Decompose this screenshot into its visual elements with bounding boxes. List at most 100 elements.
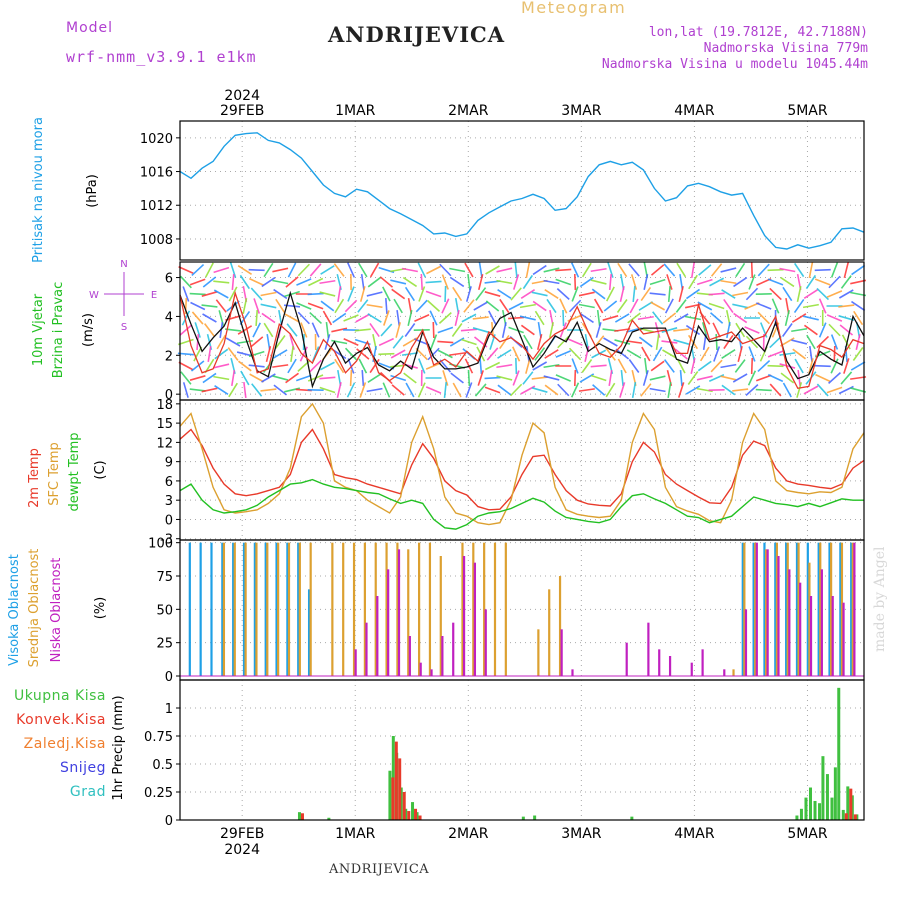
precip-bar [418, 815, 422, 820]
wind-arrow [546, 298, 557, 314]
wind-arrow [366, 291, 383, 297]
wind-arrow [838, 289, 854, 299]
wind-arrow [532, 361, 548, 371]
wind-arrow [710, 359, 723, 373]
wind-arrow [333, 263, 345, 277]
wind-arrow [555, 268, 572, 272]
wind-arrow [284, 313, 300, 323]
wind-arrow [794, 262, 805, 278]
wind-arrow [261, 276, 276, 288]
wind-arrow [556, 288, 570, 300]
y-tick-label: 0 [165, 670, 173, 685]
wind-arrow [710, 312, 724, 324]
wind-arrow [297, 311, 310, 325]
wind-arrow [769, 335, 782, 349]
wind-arrow [677, 382, 685, 398]
y-tick-label: 0 [165, 513, 173, 528]
wind-arrow [392, 335, 404, 349]
wind-arrow [391, 288, 406, 300]
cloud-bar [795, 542, 799, 676]
cloud-bar [777, 556, 780, 676]
y-tick-label: 1012 [140, 199, 173, 214]
cloud-bar [461, 542, 464, 676]
wind-arrow [756, 302, 772, 310]
meteogram-title: Meteogram [521, 0, 627, 17]
wind-arrow [851, 300, 866, 312]
cloud-bar [385, 542, 388, 676]
wind-axis-label-1: 10m Vjetar [31, 293, 46, 366]
wind-arrow [272, 349, 288, 359]
wind-arrow [520, 324, 535, 336]
wind-arrow [429, 334, 438, 350]
wind-arrow [359, 286, 366, 302]
wind-unit: (m/s) [81, 313, 96, 347]
cloud-bar [232, 542, 235, 676]
wind-arrow [555, 278, 572, 286]
wind-arrow [473, 301, 489, 311]
wind-arrow [355, 313, 371, 323]
wind-arrow [417, 382, 426, 398]
wind-arrow [319, 386, 336, 394]
wind-arrow [638, 301, 654, 311]
wind-arrow [369, 262, 380, 278]
wind-arrow [425, 290, 442, 298]
wind-arrow [732, 388, 749, 392]
wind-arrow [367, 276, 382, 288]
cloud-bar [754, 542, 757, 676]
wind-arrow [544, 288, 559, 300]
wind-arrow [357, 299, 369, 313]
wind-arrow [617, 358, 627, 374]
wind-arrow [367, 313, 382, 323]
precip-bar [799, 808, 803, 820]
wind-arrow [627, 312, 641, 324]
wind-arrow [438, 312, 452, 324]
wind-arrow [721, 348, 736, 360]
wind-arrow [734, 359, 746, 373]
wind-arrow [620, 369, 624, 387]
y-tick-label: 2 [165, 349, 173, 364]
wind-arrow [544, 349, 559, 359]
wind-arrow [637, 315, 654, 321]
precip-bar [855, 814, 859, 820]
wind-arrow [850, 387, 867, 393]
wind-arrow [816, 383, 829, 397]
wind-arrow [251, 383, 263, 397]
wind-arrow [544, 384, 559, 396]
wind-arrow [578, 388, 595, 392]
sfc-axis-label: SFC Temp [47, 442, 62, 506]
wind-arrow [332, 312, 347, 324]
wind-arrow [629, 298, 639, 314]
wind-arrow [319, 291, 336, 297]
wind-arrow [300, 322, 308, 338]
cloud-bar [298, 542, 301, 676]
wind-arrow [853, 310, 864, 326]
wind-arrow [478, 274, 484, 290]
wind-arrow [437, 349, 453, 359]
wind-arrow [508, 326, 524, 334]
wind-arrow [441, 298, 450, 314]
wind-arrow [732, 303, 749, 309]
wind-arrow [347, 286, 355, 302]
cloud-bar [483, 542, 486, 676]
wind-arrow [250, 287, 263, 301]
wind-arrow [531, 387, 548, 393]
2m-temp-line [179, 428, 865, 511]
wind-arrow [404, 323, 416, 337]
wind-arrow [378, 362, 395, 370]
wind-arrow [830, 262, 839, 278]
y-tick-label: 25 [156, 637, 173, 652]
cloud-bar [851, 542, 854, 676]
wind-arrow [395, 322, 402, 338]
cloud-bar [819, 542, 822, 676]
wind-arrow [650, 301, 666, 311]
precip-bar [388, 770, 392, 820]
wind-arrow [676, 358, 686, 374]
wind-arrow [713, 346, 721, 362]
y-tick-label: 0 [165, 388, 173, 403]
wind-arrow [204, 323, 215, 337]
wind-arrow [808, 261, 814, 279]
wind-arrow [850, 291, 867, 297]
wind-arrow [231, 273, 235, 291]
wind-arrow [757, 311, 770, 325]
wind-arrow [767, 278, 784, 286]
